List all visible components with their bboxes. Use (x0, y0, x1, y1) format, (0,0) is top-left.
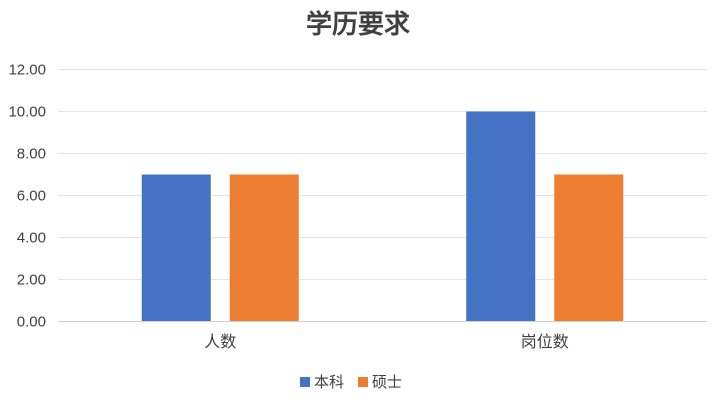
y-axis-ticks: 0.00 2.00 4.00 6.00 8.00 10.00 12.00 (8, 62, 46, 331)
y-tick-label: 0.00 (17, 314, 46, 331)
y-tick-label: 12.00 (8, 62, 46, 79)
bars (141, 111, 624, 322)
bar (141, 174, 211, 322)
bar (466, 111, 536, 322)
legend-swatch (358, 377, 368, 387)
legend: 本科 硕士 (300, 373, 402, 391)
x-category-label: 人数 (204, 332, 236, 351)
x-category-label: 岗位数 (521, 332, 569, 351)
legend-swatch (300, 377, 310, 387)
y-tick-label: 4.00 (17, 230, 46, 247)
legend-label: 硕士 (372, 373, 402, 391)
chart-title: 学历要求 (306, 9, 410, 40)
y-tick-label: 10.00 (8, 104, 46, 121)
bar (554, 174, 624, 322)
legend-label: 本科 (314, 373, 344, 391)
bar (229, 174, 299, 322)
x-axis-categories: 人数 岗位数 (204, 332, 569, 351)
y-tick-label: 8.00 (17, 146, 46, 163)
y-tick-label: 2.00 (17, 272, 46, 289)
y-tick-label: 6.00 (17, 188, 46, 205)
